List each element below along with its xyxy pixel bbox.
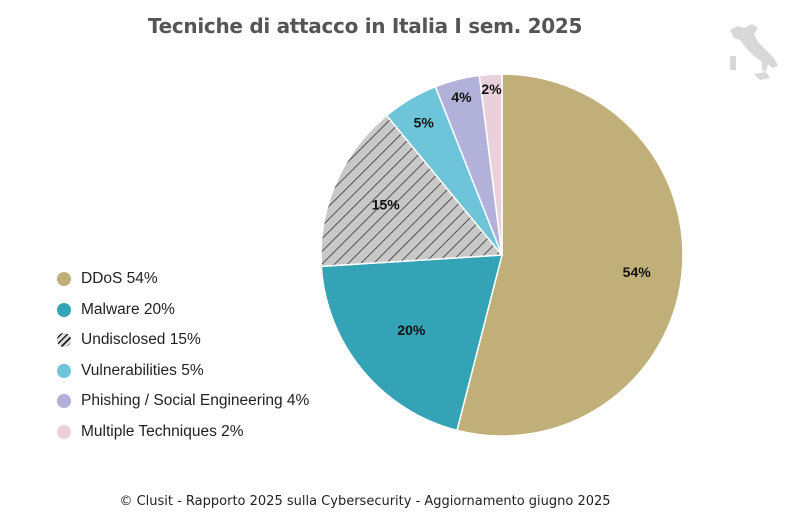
legend-item[interactable]: Undisclosed 15% <box>57 325 309 356</box>
legend-label: Multiple Techniques 2% <box>81 422 244 440</box>
data-label: 54% <box>623 264 652 280</box>
legend-marker <box>57 363 71 378</box>
pie-slice-undisclosed <box>320 114 504 268</box>
legend-item[interactable]: Vulnerabilities 5% <box>57 356 309 387</box>
legend-marker <box>57 302 71 317</box>
italy-map-icon <box>730 24 778 80</box>
data-label: 20% <box>397 322 426 338</box>
legend-marker <box>57 394 71 409</box>
legend-label: Undisclosed 15% <box>81 331 201 349</box>
legend-label: DDoS 54% <box>81 270 158 288</box>
legend-label: Phishing / Social Engineering 4% <box>81 392 310 410</box>
pie-slice-ddos <box>456 73 684 437</box>
chart-title: Tecniche di attacco in Italia I sem. 202… <box>147 14 583 38</box>
legend-marker <box>57 333 71 348</box>
pie-slice-malware <box>320 254 503 432</box>
legend-marker <box>57 424 71 439</box>
legend-item[interactable]: Multiple Techniques 2% <box>57 417 309 448</box>
data-label: 4% <box>451 89 472 105</box>
legend-label: Vulnerabilities 5% <box>81 361 204 379</box>
data-label: 2% <box>481 81 502 97</box>
legend-item[interactable]: Phishing / Social Engineering 4% <box>57 386 309 417</box>
pie-slice-multiple-techniques <box>478 73 503 256</box>
data-label: 5% <box>414 115 435 131</box>
legend-marker <box>57 272 71 287</box>
legend: DDoS 54% Malware 20% Undisclosed 15% Vulner… <box>57 264 309 447</box>
footer-credit: © Clusit - Rapporto 2025 sulla Cybersecu… <box>119 494 611 509</box>
legend-item[interactable]: DDoS 54% <box>57 264 309 295</box>
legend-item[interactable]: Malware 20% <box>57 295 309 326</box>
legend-label: Malware 20% <box>81 300 175 318</box>
data-label: 15% <box>372 197 401 213</box>
